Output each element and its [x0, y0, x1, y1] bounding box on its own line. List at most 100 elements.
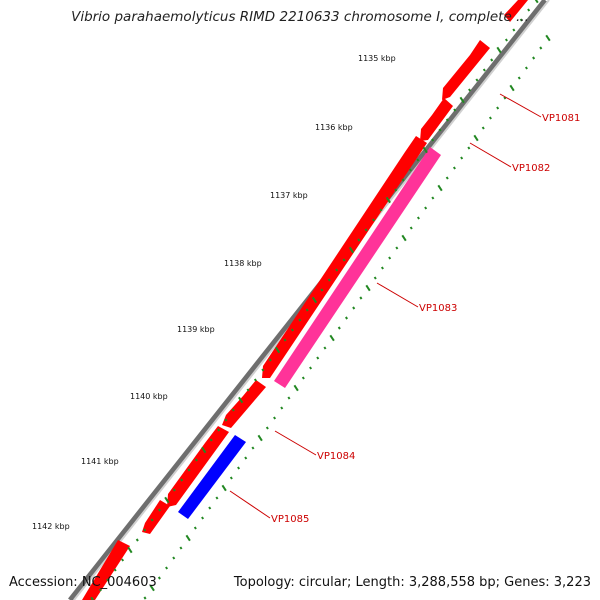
ruler-tick: [290, 328, 294, 332]
ruler-tick: [327, 278, 331, 282]
ruler-tick: [512, 28, 516, 32]
ruler-tick: [106, 578, 110, 582]
ruler-tick: [459, 96, 465, 104]
ruler-tick: [231, 408, 235, 412]
forward-gene-arrow[interactable]: [442, 40, 490, 100]
ruler-tick: [409, 226, 413, 230]
ruler-tick: [193, 526, 197, 530]
gene-label-vp1081[interactable]: VP1081: [542, 113, 580, 124]
ruler-tick: [467, 146, 471, 150]
ruler-label: 1139 kbp: [177, 325, 215, 334]
forward-gene-arrow[interactable]: [420, 98, 453, 141]
ruler-tick: [539, 46, 543, 50]
forward-gene-arrow[interactable]: [82, 540, 130, 600]
ruler-tick: [437, 184, 443, 192]
ruler-tick: [329, 334, 335, 342]
ruler-label: 1142 kbp: [32, 522, 70, 531]
ruler-tick: [445, 176, 449, 180]
gene-leader-lines: [229, 93, 542, 519]
ruler-tick: [490, 58, 494, 62]
ruler-tick: [251, 446, 255, 450]
ruler-tick: [185, 534, 191, 542]
ruler-tick: [215, 496, 219, 500]
ruler-tick: [293, 384, 299, 392]
ruler-tick: [431, 196, 435, 200]
ruler-tick: [357, 238, 361, 242]
leader-line-vp1081: [499, 93, 542, 118]
ruler-tick: [532, 56, 536, 60]
ruler-tick: [504, 38, 508, 42]
ruler-label: 1137 kbp: [270, 191, 308, 200]
ruler-tick: [217, 428, 221, 432]
gene-label-vp1083[interactable]: VP1083: [419, 303, 457, 314]
ruler-label: 1136 kbp: [315, 123, 353, 132]
ruler-tick: [365, 284, 371, 292]
ruler-tick: [422, 146, 428, 154]
ruler-tick: [379, 208, 383, 212]
ruler-tick: [237, 466, 241, 470]
ruler-tick: [401, 178, 405, 182]
ruler-tick: [473, 134, 479, 142]
forward-gene-arrow[interactable]: [142, 500, 170, 534]
ruler-tick: [172, 488, 176, 492]
ruler-tick: [283, 338, 287, 342]
ruler-tick: [246, 388, 250, 392]
ruler-tick: [164, 496, 170, 504]
ruler-tick: [187, 468, 191, 472]
gene-vp1083-bar[interactable]: [274, 147, 441, 388]
ruler-tick: [519, 18, 523, 22]
gene-label-vp1084[interactable]: VP1084: [317, 451, 355, 462]
ruler-tick: [244, 456, 248, 460]
ruler-tick: [273, 416, 277, 420]
ruler-tick: [209, 438, 213, 442]
ruler-tick: [359, 296, 363, 300]
ruler-tick: [127, 546, 133, 554]
ruler-tick: [452, 166, 456, 170]
ruler-tick: [179, 546, 183, 550]
forward-gene-track: [82, 0, 528, 600]
ruler-tick: [113, 568, 117, 572]
ruler-labels: 1135 kbp 1136 kbp 1137 kbp 1138 kbp 1139…: [32, 54, 396, 531]
ruler-tick: [253, 378, 257, 382]
forward-gene-arrow[interactable]: [167, 426, 229, 507]
gene-vp1085-bar[interactable]: [178, 435, 246, 519]
ruler-tick: [352, 306, 356, 310]
ruler-tick: [385, 196, 391, 204]
ruler-tick: [524, 66, 528, 70]
ruler-tick: [503, 96, 507, 100]
ruler-tick: [372, 218, 376, 222]
forward-gene-arrow[interactable]: [262, 136, 427, 378]
ruler-label: 1140 kbp: [130, 392, 168, 401]
ruler-tick: [305, 308, 309, 312]
ruler-tick: [408, 168, 412, 172]
ruler-tick: [475, 78, 479, 82]
ruler-tick: [380, 266, 384, 270]
leader-line-vp1082: [469, 142, 512, 168]
ruler-tick: [373, 276, 377, 280]
leader-line-vp1085: [229, 490, 271, 519]
forward-gene-arrow[interactable]: [222, 380, 266, 428]
gene-label-vp1082[interactable]: VP1082: [512, 163, 550, 174]
ruler-tick: [364, 228, 368, 232]
ruler-tick: [335, 268, 339, 272]
forward-gene-arrow[interactable]: [504, 0, 528, 22]
ruler-tick: [238, 396, 244, 404]
gene-label-vp1085[interactable]: VP1085: [271, 514, 309, 525]
reverse-gene-track: [178, 147, 441, 519]
map-title: Vibrio parahaemolyticus RIMD 2210633 chr…: [71, 9, 529, 25]
ruler-tick: [229, 476, 233, 480]
ruler-tick: [460, 156, 464, 160]
ruler-tick: [509, 84, 515, 92]
leader-line-vp1084: [274, 430, 317, 456]
ruler-tick: [395, 246, 399, 250]
ruler-tick: [517, 76, 521, 80]
ruler-tick: [344, 316, 349, 320]
ruler-tick: [527, 8, 531, 12]
ruler-tick: [301, 376, 305, 380]
ruler-tick: [201, 516, 205, 520]
ruler-tick: [201, 446, 207, 454]
ruler-tick: [287, 396, 291, 400]
ruler-tick: [311, 296, 318, 304]
leader-line-vp1083: [376, 282, 419, 308]
